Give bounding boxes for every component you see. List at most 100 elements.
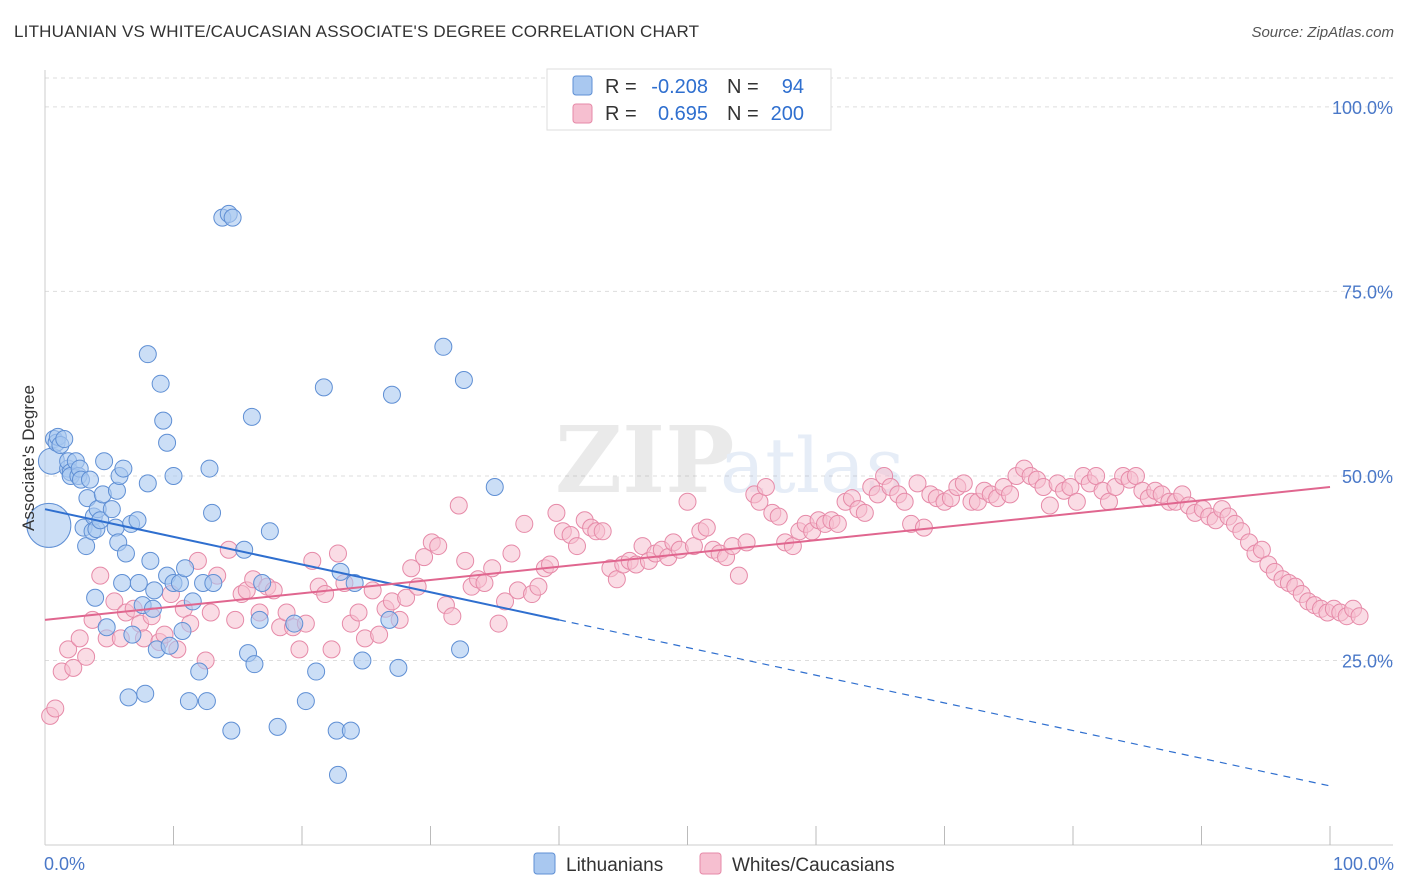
point-lithuanians	[353, 651, 372, 670]
point-lithuanians	[451, 640, 470, 659]
point-whites	[105, 592, 124, 611]
legend-frame	[546, 68, 832, 131]
point-whites	[449, 496, 468, 515]
point-whites	[529, 577, 548, 596]
point-lithuanians	[123, 625, 142, 644]
point-lithuanians	[200, 459, 219, 478]
point-lithuanians	[190, 662, 209, 681]
point-lithuanians	[129, 573, 148, 592]
legend-swatch-pink	[572, 103, 593, 124]
point-whites	[1001, 485, 1020, 504]
point-whites	[226, 610, 245, 629]
point-lithuanians	[235, 540, 254, 559]
point-whites	[954, 474, 973, 493]
point-lithuanians	[95, 452, 114, 471]
y-tick-labels: 25.0% 50.0% 75.0% 100.0%	[1332, 98, 1393, 672]
point-whites	[370, 625, 389, 644]
y-tick-label-25: 25.0%	[1342, 651, 1393, 671]
point-lithuanians	[328, 765, 347, 784]
point-whites	[593, 522, 612, 541]
point-lithuanians	[86, 588, 105, 607]
bottom-legend-label-lithuanians: Lithuanians	[566, 855, 663, 876]
trend-lines	[44, 486, 1331, 787]
point-whites	[91, 566, 110, 585]
point-whites	[541, 555, 560, 574]
point-whites	[429, 537, 448, 556]
bottom-legend-label-whites: Whites/Caucasians	[732, 855, 895, 876]
point-lithuanians	[151, 374, 170, 393]
y-tick-label-50: 50.0%	[1342, 467, 1393, 487]
point-lithuanians	[204, 573, 223, 592]
point-lithuanians	[138, 345, 157, 364]
point-lithuanians	[454, 371, 473, 389]
trend-line-lithuanians	[44, 508, 560, 621]
point-lithuanians	[380, 610, 399, 629]
point-lithuanians	[222, 721, 241, 740]
point-whites	[46, 699, 65, 718]
point-whites	[756, 478, 775, 497]
legend-r-label-2: R =	[605, 103, 637, 125]
point-lithuanians	[102, 500, 121, 519]
x-tick-label-max: 100.0%	[1333, 854, 1394, 874]
point-whites	[328, 544, 347, 563]
point-whites	[316, 585, 335, 604]
point-lithuanians	[260, 522, 279, 541]
point-lithuanians	[158, 433, 177, 452]
x-ticks	[173, 826, 1331, 845]
point-whites	[456, 551, 475, 570]
bottom-legend-swatch-whites	[699, 852, 722, 875]
point-whites	[678, 492, 697, 511]
point-lithuanians	[485, 478, 504, 497]
trend-line-whites	[44, 486, 1331, 621]
legend-box: R = -0.208 N = 94 R = 0.695 N = 200	[546, 68, 832, 131]
point-whites	[290, 640, 309, 659]
legend-n-value-2: 200	[771, 103, 804, 125]
legend-n-label-1: N =	[727, 76, 759, 98]
point-whites	[908, 474, 927, 493]
point-lithuanians	[176, 559, 195, 578]
point-lithuanians	[434, 337, 453, 356]
legend-r-value-1: -0.208	[651, 76, 708, 98]
point-whites	[697, 518, 716, 537]
y-tick-label-100: 100.0%	[1332, 98, 1393, 118]
point-whites	[59, 640, 78, 659]
point-lithuanians	[55, 430, 74, 449]
point-lithuanians	[145, 581, 164, 600]
point-whites	[1067, 492, 1086, 511]
point-whites	[349, 603, 368, 622]
point-whites	[489, 614, 508, 633]
chart-source: Source: ZipAtlas.com	[1251, 24, 1394, 41]
point-lithuanians	[296, 692, 315, 711]
legend-swatch-blue	[572, 75, 593, 96]
point-whites	[1350, 607, 1369, 626]
point-lithuanians	[179, 692, 198, 711]
point-lithuanians	[183, 592, 202, 611]
point-lithuanians	[250, 610, 269, 629]
point-whites	[397, 588, 416, 607]
point-whites	[502, 544, 521, 563]
point-lithuanians	[114, 459, 133, 478]
point-whites	[77, 647, 96, 666]
point-whites	[322, 640, 341, 659]
point-whites	[828, 514, 847, 533]
point-lithuanians	[160, 636, 179, 655]
legend-r-value-2: 0.695	[658, 103, 708, 125]
point-lithuanians	[80, 470, 99, 489]
point-whites	[70, 629, 89, 648]
point-lithuanians	[197, 692, 216, 711]
point-lithuanians	[173, 621, 192, 640]
point-lithuanians	[113, 573, 132, 592]
point-lithuanians	[203, 503, 222, 522]
point-whites	[496, 592, 515, 611]
point-lithuanians	[128, 511, 147, 530]
point-whites	[547, 503, 566, 522]
point-lithuanians	[268, 717, 287, 736]
legend-n-label-2: N =	[727, 103, 759, 125]
point-lithuanians	[341, 721, 360, 740]
point-lithuanians	[26, 502, 72, 548]
point-whites	[895, 492, 914, 511]
point-lithuanians	[136, 684, 155, 703]
legend-n-value-1: 94	[782, 76, 804, 98]
x-tick-label-min: 0.0%	[44, 854, 85, 874]
